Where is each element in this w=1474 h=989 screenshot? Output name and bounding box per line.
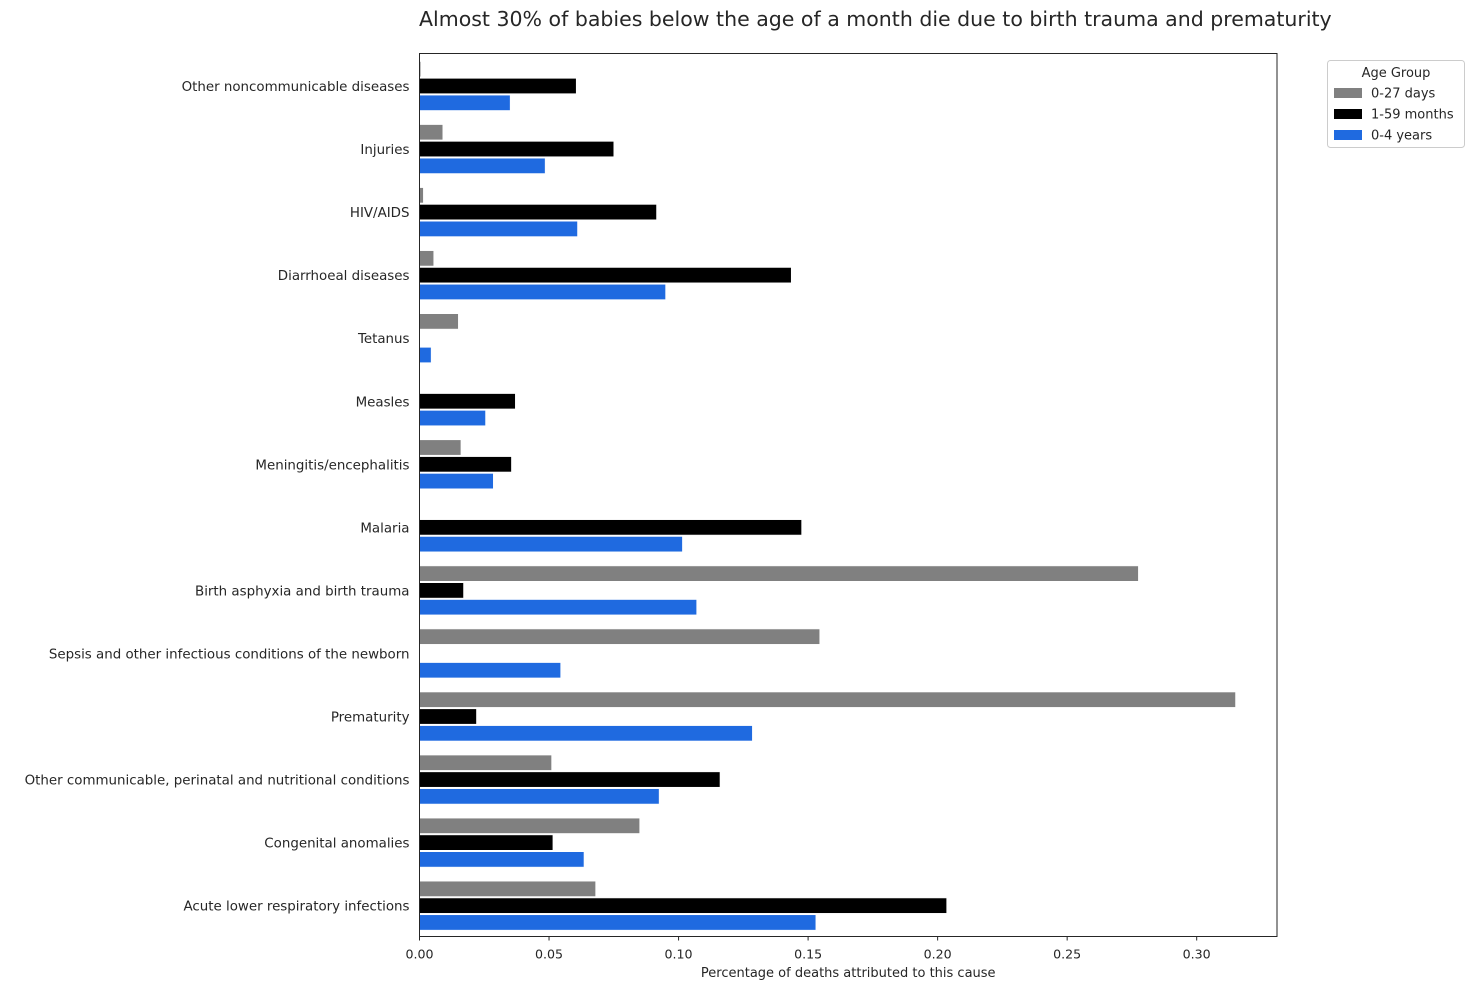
bar-0-27-days-9 (419, 628, 821, 645)
x-tick-label: 0.30 (1183, 947, 1211, 962)
y-tick-label: Meningitis/encephalitis (255, 458, 409, 473)
bar-1-59-months-13 (419, 897, 947, 914)
y-tick-label: Diarrhoeal diseases (278, 269, 410, 284)
legend-box (1327, 60, 1465, 148)
bar-0-27-days-2 (419, 187, 424, 204)
plot-frame (419, 53, 1278, 937)
bar-0-4-years-6 (419, 473, 494, 490)
bar-1-59-months-5 (419, 393, 516, 410)
legend-label: 0-4 years (1371, 129, 1432, 144)
y-tick-label: Injuries (360, 143, 409, 158)
x-tick-label: 0.15 (794, 947, 822, 962)
bar-0-4-years-12 (419, 851, 585, 868)
x-tick-label: 0.10 (665, 947, 693, 962)
bar-1-59-months-11 (419, 771, 721, 788)
y-tick-label: Acute lower respiratory infections (183, 900, 409, 915)
bar-1-59-months-2 (419, 204, 657, 221)
y-tick-label: Congenital anomalies (264, 837, 409, 852)
legend: Age Group 0-27 days 1-59 months 0-4 years (1327, 60, 1465, 148)
bar-0-27-days-3 (419, 250, 435, 267)
bar-0-4-years-2 (419, 220, 578, 237)
y-axis: Other noncommunicable diseases Injuries HI… (25, 80, 410, 915)
bar-0-27-days-6 (419, 439, 462, 456)
bar-0-4-years-10 (419, 725, 753, 742)
bar-1-59-months-3 (419, 267, 792, 284)
x-axis-title: Percentage of deaths attributed to this … (701, 966, 996, 981)
y-tick-label: Other communicable, perinatal and nutrit… (25, 774, 410, 789)
legend-label: 0-27 days (1371, 87, 1436, 102)
y-tick-label: Tetanus (357, 332, 410, 347)
bar-0-4-years-9 (419, 662, 561, 679)
y-tick-label: Malaria (360, 521, 409, 536)
y-tick-label: Measles (356, 395, 410, 410)
x-tick-label: 0.00 (405, 947, 433, 962)
bar-1-59-months-0 (419, 78, 577, 95)
bar-0-27-days-11 (419, 754, 552, 771)
bars-layer (419, 61, 1236, 931)
legend-swatch (1334, 88, 1362, 98)
y-tick-label: Sepsis and other infectious conditions o… (49, 647, 410, 662)
y-tick-label: HIV/AIDS (350, 206, 410, 221)
legend-swatch (1334, 109, 1362, 119)
bar-0-4-years-3 (419, 283, 666, 300)
chart-title: Almost 30% of babies below the age of a … (419, 7, 1332, 31)
legend-swatch (1334, 130, 1362, 140)
bar-0-27-days-1 (419, 124, 444, 141)
bar-0-4-years-1 (419, 157, 546, 174)
bar-0-27-days-13 (419, 880, 596, 897)
bar-1-59-months-7 (419, 519, 802, 536)
bar-1-59-months-8 (419, 582, 464, 599)
legend-items: 0-27 days 1-59 months 0-4 years (1334, 87, 1454, 144)
x-tick-label: 0.05 (535, 947, 563, 962)
bar-0-27-days-10 (419, 691, 1236, 708)
y-tick-label: Birth asphyxia and birth trauma (195, 584, 409, 599)
bar-0-27-days-8 (419, 565, 1139, 582)
x-tick-label: 0.20 (924, 947, 952, 962)
bar-0-27-days-4 (419, 313, 459, 330)
bar-0-4-years-5 (419, 410, 486, 427)
y-tick-label: Other noncommunicable diseases (182, 80, 410, 95)
bar-0-4-years-0 (419, 94, 511, 111)
bar-1-59-months-1 (419, 141, 615, 158)
bar-0-4-years-7 (419, 536, 683, 553)
bar-0-4-years-11 (419, 788, 660, 805)
y-tick-label: Prematurity (331, 711, 410, 726)
bar-1-59-months-12 (419, 834, 554, 851)
legend-label: 1-59 months (1371, 108, 1454, 123)
x-tick-label: 0.25 (1053, 947, 1081, 962)
legend-title: Age Group (1362, 66, 1431, 81)
bar-0-27-days-12 (419, 817, 641, 834)
x-axis: 0.00 0.05 0.10 0.15 0.20 0.25 0.30 (405, 936, 1211, 962)
bar-0-4-years-13 (419, 914, 817, 931)
bar-0-4-years-8 (419, 599, 697, 616)
bar-1-59-months-10 (419, 708, 477, 725)
bar-1-59-months-6 (419, 456, 512, 473)
bar-0-4-years-4 (419, 346, 432, 363)
